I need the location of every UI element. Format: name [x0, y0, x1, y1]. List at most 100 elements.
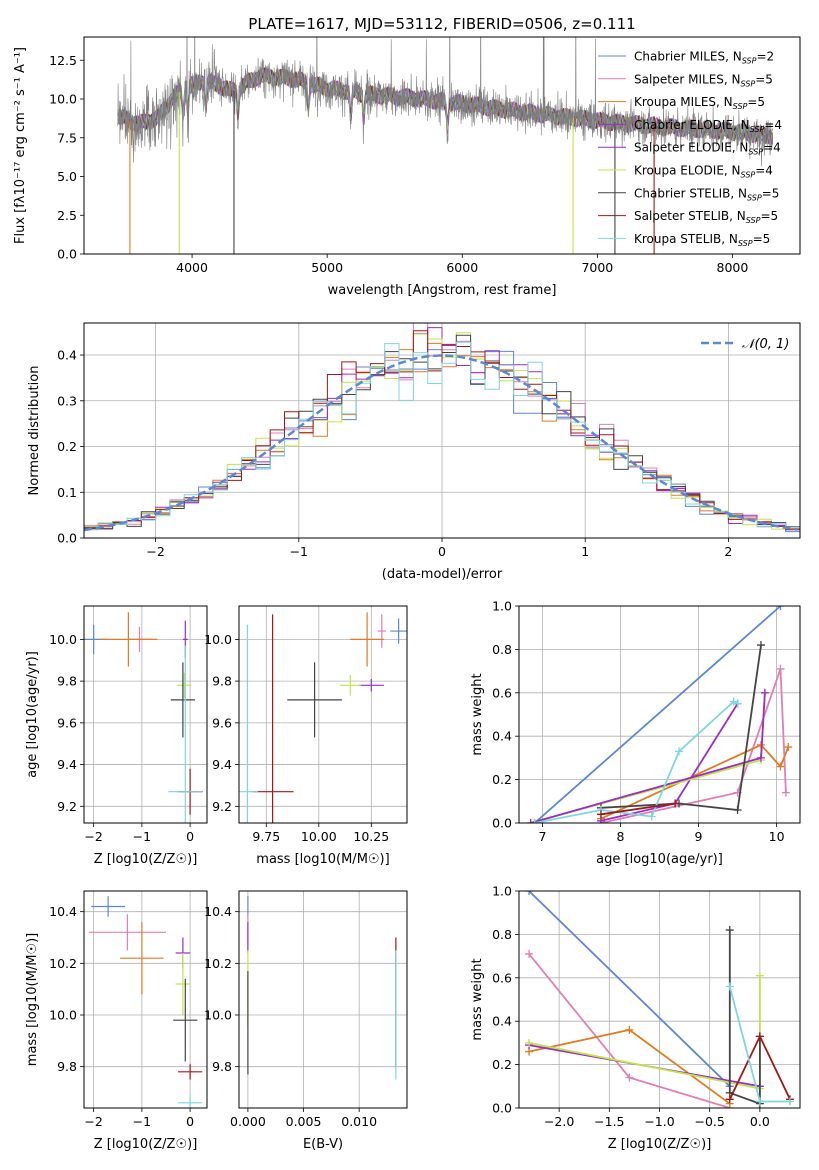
data-point-marker — [776, 664, 785, 673]
legend-label: Kroupa STELIB, NSSP=5 — [634, 232, 770, 248]
y-tick-label: 9.6 — [212, 715, 232, 730]
data-point-marker — [755, 1097, 764, 1106]
y-tick-label: 10.0 — [49, 632, 77, 647]
legend-label: Chabrier STELIB, NSSP=5 — [634, 186, 779, 202]
x-axis-label: (data-model)/error — [382, 567, 503, 582]
y-tick-label: 1.0 — [492, 884, 512, 899]
series-line — [530, 692, 766, 823]
axes-frame — [238, 890, 408, 1109]
y-axis-label: mass [log10(M/M☉)] — [25, 933, 40, 1066]
x-tick-label: 0.0 — [750, 1114, 770, 1129]
x-tick-label: −1.5 — [594, 1114, 624, 1129]
x-axis-label: Z [log10(Z/Z☉)] — [94, 852, 198, 867]
x-tick-label: −2 — [84, 1114, 102, 1129]
legend: Chabrier MILES, NSSP=2 Salpeter MILES, NS… — [598, 50, 782, 248]
axes-age_vs_mass: 9.75 10.00 10.25 9.2 9.4 9.6 9.8 10.0 mass [log1… — [204, 605, 408, 867]
y-tick-label: 10.2 — [49, 956, 77, 971]
x-tick-label: 0.010 — [341, 1114, 377, 1129]
x-tick-label: −1 — [290, 544, 308, 559]
y-tick-label: 9.4 — [212, 757, 232, 772]
chart-title: PLATE=1617, MJD=53112, FIBERID=0506, z=0… — [248, 15, 635, 33]
x-axis-label: Z [log10(Z/Z☉)] — [94, 1137, 198, 1152]
x-axis-label: Z [log10(Z/Z☉)] — [608, 1137, 712, 1152]
y-tick-label: 9.8 — [212, 674, 232, 689]
y-tick-label: 0.8 — [492, 927, 512, 942]
data-point-marker — [675, 747, 684, 756]
y-tick-label: 10.0 — [204, 1008, 232, 1023]
x-axis-label: age [log10(age/yr)] — [596, 852, 723, 867]
data-point-marker — [784, 743, 793, 752]
x-tick-label: 8 — [616, 829, 624, 844]
x-axis-label: E(B-V) — [303, 1137, 343, 1152]
data-point-marker — [725, 982, 734, 991]
y-tick-label: 10.4 — [49, 904, 77, 919]
x-tick-label: 7 — [538, 829, 546, 844]
x-tick-label: 6000 — [446, 260, 478, 275]
x-tick-label: −1.0 — [644, 1114, 674, 1129]
legend-label: Kroupa ELODIE, NSSP=4 — [634, 164, 773, 180]
x-tick-label: 0 — [186, 1114, 194, 1129]
y-axis-label: Flux [fλ10⁻¹⁷ erg cm⁻² s⁻¹ A⁻¹] — [13, 47, 28, 244]
data-point-marker — [526, 819, 535, 823]
series-line — [534, 700, 739, 823]
plot-area — [84, 323, 800, 533]
series-line — [600, 802, 676, 816]
x-tick-label: 7000 — [581, 260, 613, 275]
x-tick-label: 10.00 — [301, 829, 337, 844]
data-point-marker — [776, 606, 785, 610]
x-tick-label: 4000 — [176, 260, 208, 275]
data-point-marker — [525, 891, 534, 895]
data-point-marker — [525, 1038, 534, 1047]
data-point-marker — [756, 641, 765, 650]
y-axis-label: mass weight — [470, 673, 485, 755]
axes-frame — [83, 322, 801, 539]
plot-area — [526, 606, 793, 823]
y-tick-label: 9.2 — [212, 799, 232, 814]
y-tick-label: 0.4 — [492, 1014, 512, 1029]
legend-label: Chabrier MILES, NSSP=2 — [634, 50, 774, 66]
y-tick-label: 0.4 — [57, 348, 77, 363]
series-line — [528, 891, 731, 1087]
legend-label: Salpeter STELIB, NSSP=5 — [634, 209, 778, 225]
x-tick-label: −2.0 — [544, 1114, 574, 1129]
y-tick-label: 0.6 — [492, 685, 512, 700]
y-tick-label: 9.8 — [212, 1059, 232, 1074]
x-tick-label: 10 — [769, 829, 785, 844]
series-line — [530, 692, 766, 823]
x-tick-label: 8000 — [717, 260, 749, 275]
plot-area — [239, 612, 407, 823]
y-tick-label: 0.4 — [492, 729, 512, 744]
data-point-marker — [530, 819, 539, 823]
axes-age_vs_Z: −2 −1 0 9.2 9.4 9.6 9.8 10.0 Z [log10(Z/Z☉)] age … — [25, 605, 208, 867]
x-axis-label: wavelength [Angstrom, rest frame] — [328, 283, 557, 298]
data-point-marker — [671, 799, 680, 808]
y-tick-label: 0.2 — [57, 439, 77, 454]
axes-frame — [83, 605, 208, 824]
series-line — [600, 644, 762, 811]
legend-label: Chabrier ELODIE, NSSP=4 — [634, 118, 782, 134]
x-tick-label: 9 — [695, 829, 703, 844]
y-tick-label: 0.2 — [492, 772, 512, 787]
observed-spectrum-line — [117, 37, 774, 167]
data-point-marker — [760, 688, 769, 697]
axes-residuals: −2 −1 0 1 2 0.0 0.1 0.2 0.3 0.4 (data-model)/error… — [27, 322, 801, 582]
y-tick-label: 0.2 — [492, 1057, 512, 1072]
y-tick-label: 10.0 — [49, 92, 77, 107]
series-line — [534, 606, 782, 823]
y-tick-label: 0.0 — [492, 816, 512, 831]
axes-frame — [83, 890, 208, 1109]
x-tick-label: −1 — [133, 1114, 151, 1129]
y-tick-label: 0.0 — [57, 531, 77, 546]
x-tick-label: 10.25 — [353, 829, 389, 844]
plot-area — [117, 37, 774, 254]
y-tick-label: 9.8 — [57, 674, 77, 689]
plot-area — [247, 896, 397, 1080]
y-tick-label: 9.4 — [57, 757, 77, 772]
y-tick-label: 2.5 — [57, 208, 77, 223]
axes-frame — [238, 605, 408, 824]
data-point-marker — [725, 926, 734, 935]
x-axis-label: mass [log10(M/M☉)] — [256, 852, 389, 867]
axes-frame — [518, 890, 801, 1109]
axes-massweight_vs_Z: −2.0 −1.5 −1.0 −0.5 0.0 0.0 0.2 0.4 0.6 0.8 1.0 Z [… — [470, 884, 801, 1152]
